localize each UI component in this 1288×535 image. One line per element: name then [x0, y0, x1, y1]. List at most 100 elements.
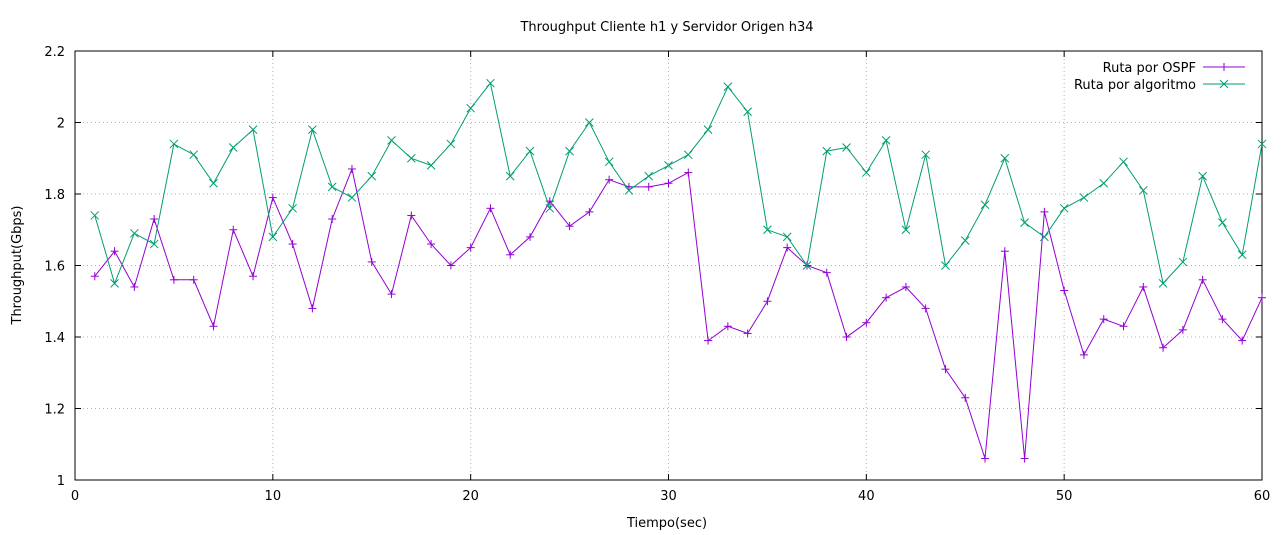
data-point — [1099, 178, 1109, 188]
data-point — [1079, 350, 1088, 359]
marker-stroke — [901, 225, 911, 235]
axes: 0 10 20 30 40 50 60 1 1.2 1.4 1.6 1.8 2 2.2 — [44, 45, 1270, 504]
y-tick-label: 1.2 — [44, 403, 65, 418]
data-point — [189, 275, 198, 284]
marker-stroke — [110, 279, 119, 288]
data-point — [229, 225, 238, 234]
marker-stroke — [1178, 257, 1188, 267]
series-layer — [90, 78, 1267, 463]
data-point — [1020, 454, 1029, 463]
data-point — [901, 282, 910, 291]
data-point — [545, 203, 555, 213]
marker-stroke — [525, 146, 535, 156]
data-point — [525, 146, 535, 156]
data-point — [446, 139, 456, 149]
data-point — [941, 365, 950, 374]
data-point — [189, 150, 199, 160]
marker-stroke — [308, 125, 317, 135]
data-point — [723, 322, 732, 331]
marker-stroke — [248, 125, 258, 135]
series-line — [94, 167, 1263, 459]
data-point — [882, 293, 891, 302]
data-point — [347, 164, 356, 173]
x-tick-label: 60 — [1254, 489, 1271, 504]
marker-stroke — [782, 232, 792, 242]
data-point — [129, 228, 139, 238]
data-point — [684, 168, 693, 177]
data-point — [861, 168, 871, 177]
marker-stroke — [426, 161, 436, 170]
marker-stroke — [1119, 157, 1128, 167]
y-tick-label: 1 — [57, 474, 65, 489]
data-point — [268, 193, 277, 202]
data-point — [1258, 293, 1266, 302]
data-point — [565, 222, 574, 231]
marker-stroke — [406, 153, 416, 163]
data-point — [743, 107, 752, 117]
data-point — [565, 146, 574, 156]
marker-stroke — [1099, 178, 1109, 188]
series-2 — [90, 78, 1267, 288]
data-point — [446, 261, 455, 270]
data-point — [1218, 218, 1227, 227]
x-axis-title: Tiempo(sec) — [626, 516, 707, 531]
marker-stroke — [763, 225, 772, 235]
data-point — [624, 186, 634, 195]
data-point — [842, 333, 851, 341]
data-point — [1237, 250, 1247, 260]
marker-stroke — [367, 171, 377, 181]
data-point — [505, 171, 515, 181]
grid — [75, 51, 1262, 480]
data-point — [209, 178, 218, 188]
marker-stroke — [941, 261, 950, 270]
data-point — [605, 175, 614, 184]
data-point — [506, 250, 515, 259]
marker-stroke — [1237, 250, 1247, 260]
data-point — [782, 232, 792, 242]
marker-stroke — [842, 143, 851, 152]
data-point — [862, 318, 871, 327]
marker-stroke — [664, 161, 673, 170]
data-point — [723, 82, 733, 92]
marker-stroke — [1040, 232, 1049, 242]
data-point — [703, 125, 713, 135]
marker-stroke — [802, 261, 812, 270]
data-point — [209, 322, 218, 331]
marker-stroke — [347, 193, 357, 202]
data-point — [110, 279, 119, 288]
data-point — [1198, 275, 1207, 284]
marker-stroke — [268, 232, 278, 242]
data-point — [308, 125, 317, 135]
data-point — [228, 143, 238, 152]
data-point — [327, 182, 337, 192]
y-tick-label: 1.8 — [44, 188, 65, 203]
marker-stroke — [288, 203, 297, 213]
data-point — [288, 240, 297, 249]
marker-stroke — [149, 239, 159, 249]
data-point — [308, 304, 317, 313]
data-point — [150, 215, 159, 224]
marker-stroke — [387, 136, 396, 145]
data-point — [842, 143, 851, 152]
marker-stroke — [822, 146, 832, 156]
marker-stroke — [545, 203, 555, 213]
data-point — [1138, 186, 1148, 195]
x-tick-label: 30 — [660, 489, 677, 504]
marker-stroke — [1138, 186, 1148, 195]
data-point — [1198, 171, 1208, 181]
x-tick-label: 0 — [71, 489, 79, 504]
marker-stroke — [189, 150, 199, 160]
data-point — [1040, 232, 1049, 242]
marker-stroke — [703, 125, 713, 135]
data-point — [347, 193, 357, 202]
legend-marker — [1219, 79, 1229, 89]
data-point — [763, 297, 772, 306]
data-point — [526, 232, 535, 241]
data-point — [486, 204, 495, 213]
legend-label: Ruta por algoritmo — [1074, 78, 1196, 93]
data-point — [822, 268, 831, 277]
marker-stroke — [1020, 218, 1029, 227]
data-point — [130, 282, 139, 291]
data-point — [921, 304, 930, 313]
